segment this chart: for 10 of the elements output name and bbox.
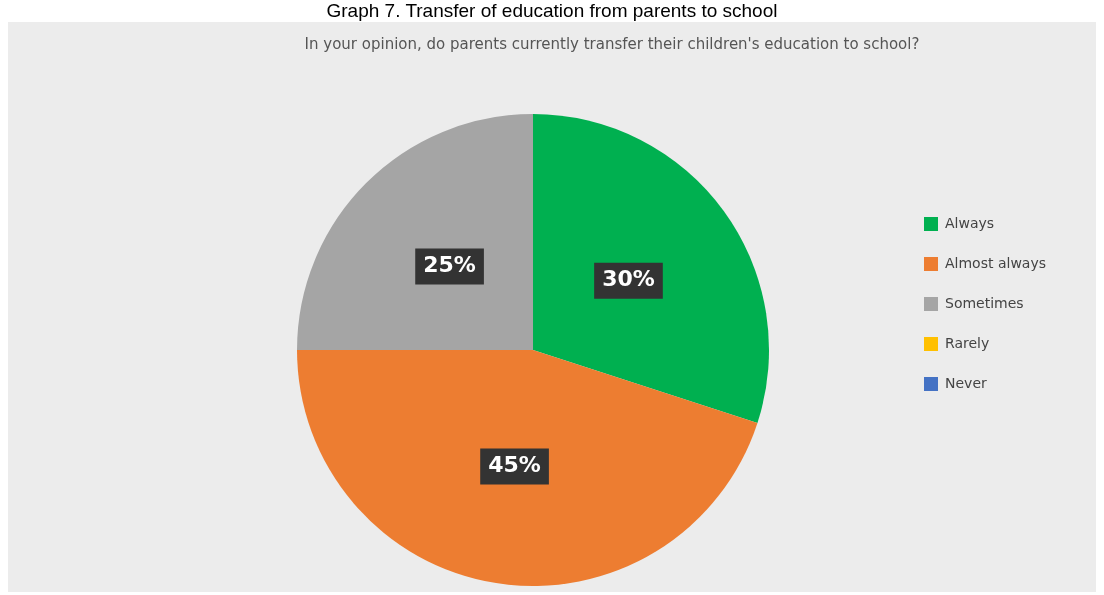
data-label: 25% <box>423 252 476 278</box>
data-label: 30% <box>602 266 655 292</box>
legend-label: Always <box>945 214 995 231</box>
chart-subtitle: In your opinion, do parents currently transfer their children's education to school? <box>304 34 920 53</box>
legend-label: Never <box>945 374 987 391</box>
chart-title: Graph 7. Transfer of education from parents to school <box>325 0 779 22</box>
legend-label: Almost always <box>945 254 1046 271</box>
legend-label: Sometimes <box>945 294 1024 311</box>
legend-label: Rarely <box>945 334 990 351</box>
data-label: 45% <box>488 452 541 478</box>
